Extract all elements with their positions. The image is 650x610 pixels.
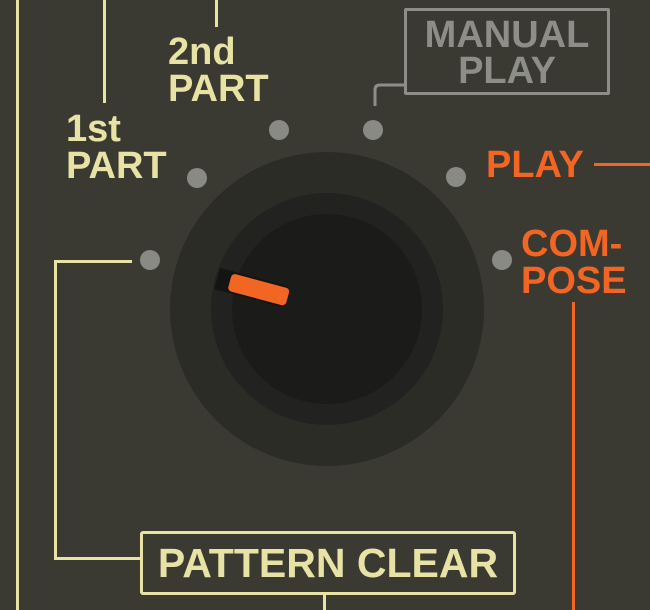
label-compose-line2: POSE (521, 260, 627, 302)
label-compose: COM- POSE (521, 223, 627, 302)
label-2nd-part-line2: PART (168, 68, 269, 110)
knob-pointer (228, 274, 290, 306)
position-dot-pattern-clear (140, 250, 160, 270)
label-manual-play: MANUAL PLAY (404, 8, 610, 95)
mode-selector-knob[interactable] (168, 150, 486, 468)
knob-graphic (170, 152, 484, 466)
label-manual-play-line2: PLAY (458, 50, 556, 92)
position-dot-2nd-part (269, 120, 289, 140)
label-compose-line1: COM- (521, 223, 623, 265)
compose-line (572, 302, 575, 610)
position-dot-manual-play (363, 120, 383, 140)
position-dot-1st-part (187, 168, 207, 188)
pattern-clear-line-bottom (54, 557, 142, 560)
panel-line-2nd-part (215, 0, 218, 27)
play-line (594, 163, 650, 166)
label-1st-part-line1: 1st (66, 108, 121, 150)
pattern-clear-line-down (323, 595, 326, 610)
panel-line-1st-part (103, 0, 106, 103)
label-1st-part-line2: PART (66, 145, 167, 187)
panel-line-left (16, 0, 19, 610)
pattern-clear-line-top (54, 260, 132, 263)
position-dot-compose (492, 250, 512, 270)
label-play-line1: PLAY (486, 144, 584, 186)
position-dot-play (446, 167, 466, 187)
label-1st-part: 1st PART (66, 108, 167, 187)
label-2nd-part: 2nd PART (168, 31, 269, 110)
label-2nd-part-line1: 2nd (168, 31, 236, 73)
pattern-clear-label: PATTERN CLEAR (140, 531, 516, 595)
label-play: PLAY (486, 144, 584, 186)
pattern-clear-line-vertical (54, 260, 57, 560)
label-manual-play-line1: MANUAL (424, 14, 590, 56)
